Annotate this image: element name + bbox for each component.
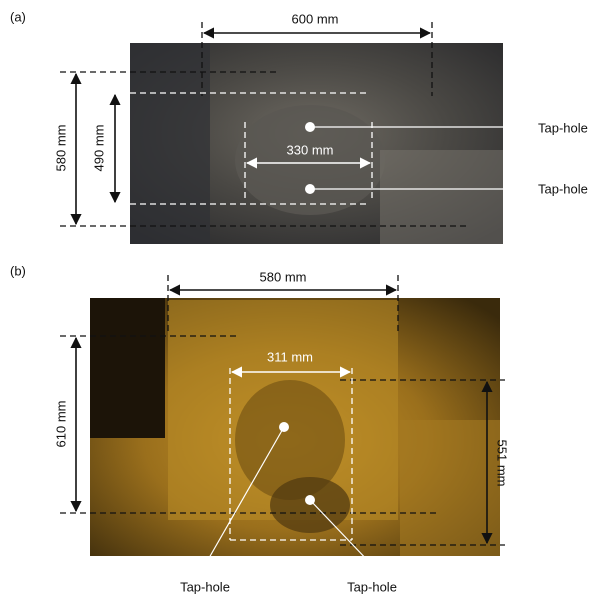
callout-label: Tap-hole bbox=[538, 181, 588, 196]
callout-label: Tap-hole bbox=[538, 120, 588, 135]
callout-label: Tap-hole bbox=[347, 579, 397, 594]
panel-label: (b) bbox=[10, 263, 26, 278]
panel-label: (a) bbox=[10, 9, 26, 24]
photo-b bbox=[90, 298, 500, 556]
callout-label: Tap-hole bbox=[180, 579, 230, 594]
dimension-label: 311 mm bbox=[267, 349, 313, 364]
dimension-label: 610 mm bbox=[53, 401, 68, 448]
dimension-label: 490 mm bbox=[91, 125, 106, 172]
figure: (a) 600 mm 580 mm 490 mm 330 mm Tap-hole… bbox=[0, 0, 604, 600]
dimension-label: 600 mm bbox=[292, 11, 339, 26]
dimension-label: 551 mm bbox=[495, 440, 510, 487]
dimension-label: 580 mm bbox=[53, 125, 68, 172]
dimension-label: 580 mm bbox=[260, 269, 307, 284]
dimension-label: 330 mm bbox=[287, 142, 334, 157]
